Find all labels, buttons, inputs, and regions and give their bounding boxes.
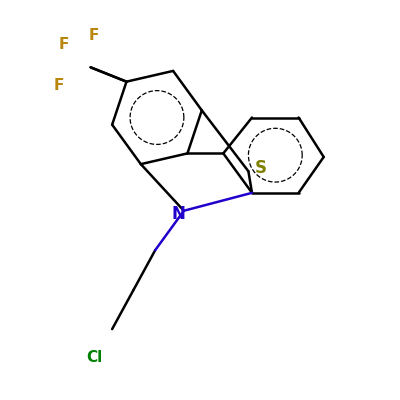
Text: F: F	[89, 28, 100, 42]
Text: F: F	[53, 78, 64, 93]
Text: N: N	[172, 205, 186, 223]
Text: Cl: Cl	[86, 350, 102, 365]
Text: F: F	[58, 36, 69, 52]
Text: S: S	[255, 159, 267, 177]
